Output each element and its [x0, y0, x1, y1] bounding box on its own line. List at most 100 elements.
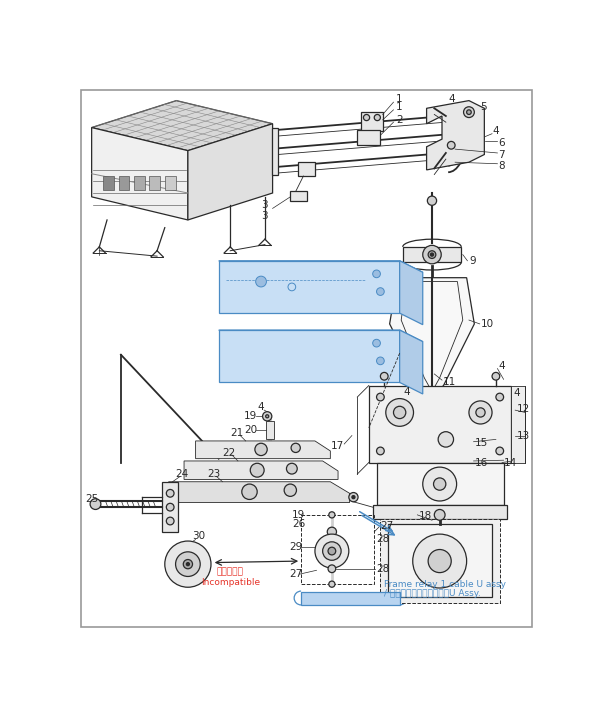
- Circle shape: [242, 484, 257, 499]
- Polygon shape: [91, 101, 273, 151]
- Polygon shape: [184, 461, 338, 479]
- Circle shape: [413, 534, 466, 588]
- Polygon shape: [399, 261, 423, 324]
- Bar: [380, 519, 500, 604]
- Circle shape: [496, 393, 504, 401]
- Circle shape: [447, 141, 455, 149]
- Text: 27: 27: [289, 569, 303, 579]
- Circle shape: [431, 253, 434, 256]
- Text: 12: 12: [517, 403, 530, 414]
- Bar: [103, 176, 114, 190]
- Text: 23: 23: [207, 469, 221, 479]
- Circle shape: [374, 114, 380, 121]
- Circle shape: [166, 489, 174, 497]
- Polygon shape: [169, 482, 350, 503]
- Text: 10: 10: [481, 319, 493, 329]
- Text: 3: 3: [261, 211, 268, 221]
- Bar: [134, 176, 145, 190]
- Circle shape: [438, 432, 453, 447]
- Circle shape: [286, 463, 297, 474]
- Bar: [298, 162, 315, 176]
- Text: 1: 1: [396, 94, 402, 104]
- Text: 25: 25: [86, 494, 99, 505]
- Bar: [301, 515, 374, 584]
- Circle shape: [315, 534, 349, 568]
- Circle shape: [284, 484, 297, 496]
- Polygon shape: [219, 330, 399, 383]
- Text: 20: 20: [244, 425, 257, 435]
- Bar: [357, 130, 380, 146]
- Circle shape: [328, 547, 335, 555]
- Bar: [361, 112, 383, 131]
- Circle shape: [476, 408, 485, 417]
- Circle shape: [165, 541, 211, 587]
- Polygon shape: [402, 247, 461, 262]
- Text: 15: 15: [475, 438, 489, 448]
- Circle shape: [466, 110, 471, 114]
- Circle shape: [428, 251, 436, 258]
- Circle shape: [352, 496, 355, 498]
- Text: 14: 14: [504, 457, 517, 467]
- Polygon shape: [369, 386, 511, 462]
- Text: 27: 27: [380, 520, 393, 530]
- Text: 16: 16: [475, 457, 489, 467]
- Polygon shape: [399, 330, 423, 394]
- Circle shape: [386, 398, 413, 426]
- Text: 4: 4: [492, 126, 499, 136]
- Text: 3: 3: [261, 200, 268, 209]
- Bar: [118, 176, 129, 190]
- Text: 4: 4: [514, 388, 520, 398]
- Circle shape: [423, 246, 441, 264]
- Text: 28: 28: [377, 564, 390, 574]
- Text: 9: 9: [469, 256, 475, 266]
- Circle shape: [377, 288, 385, 295]
- Text: 7: 7: [498, 150, 505, 160]
- Circle shape: [373, 339, 380, 347]
- Text: 4: 4: [498, 361, 505, 371]
- Polygon shape: [91, 128, 188, 220]
- Text: 22: 22: [222, 448, 236, 458]
- Text: 直換性なし: 直換性なし: [217, 567, 243, 577]
- Polygon shape: [390, 278, 474, 397]
- Text: 4: 4: [448, 94, 455, 104]
- Text: 18: 18: [419, 511, 432, 521]
- Circle shape: [183, 559, 193, 569]
- Text: 24: 24: [175, 469, 188, 479]
- Bar: [373, 505, 508, 519]
- Circle shape: [266, 415, 269, 418]
- Circle shape: [256, 276, 267, 287]
- Polygon shape: [272, 129, 278, 175]
- Text: 29: 29: [289, 542, 303, 552]
- Bar: [163, 482, 178, 532]
- Circle shape: [255, 443, 267, 456]
- Text: 13: 13: [517, 430, 530, 440]
- Circle shape: [349, 493, 358, 502]
- Text: 11: 11: [443, 376, 456, 387]
- Circle shape: [364, 114, 370, 121]
- Polygon shape: [219, 261, 423, 273]
- Text: 8: 8: [498, 161, 505, 171]
- Text: 21: 21: [230, 428, 243, 438]
- Text: Incompatible: Incompatible: [201, 578, 260, 587]
- Bar: [388, 524, 492, 597]
- Text: 17: 17: [330, 441, 344, 451]
- Text: 1: 1: [396, 102, 402, 111]
- Bar: [290, 192, 307, 201]
- Polygon shape: [219, 261, 399, 313]
- Circle shape: [377, 357, 385, 365]
- Polygon shape: [188, 124, 273, 220]
- Circle shape: [166, 503, 174, 511]
- Text: 5: 5: [481, 102, 487, 111]
- Circle shape: [176, 552, 200, 577]
- Circle shape: [251, 463, 264, 477]
- Text: 19: 19: [292, 510, 305, 520]
- Text: 2: 2: [396, 115, 402, 125]
- Circle shape: [496, 447, 504, 455]
- Bar: [267, 421, 274, 439]
- Text: 6: 6: [498, 138, 505, 148]
- Polygon shape: [426, 101, 484, 170]
- Text: 26: 26: [292, 519, 305, 529]
- Circle shape: [323, 542, 341, 560]
- Circle shape: [187, 562, 190, 566]
- Polygon shape: [301, 592, 399, 605]
